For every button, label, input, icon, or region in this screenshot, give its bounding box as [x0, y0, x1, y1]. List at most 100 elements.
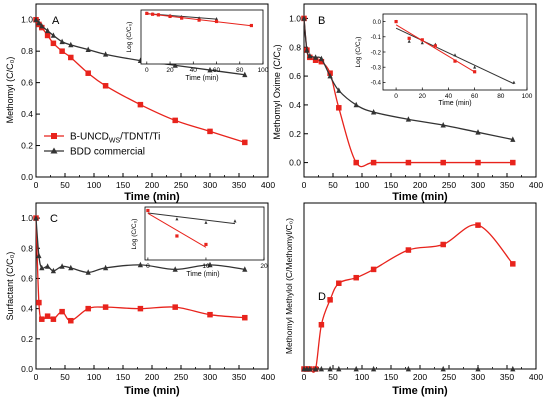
data-point-bdd [33, 16, 39, 23]
panel-letter-c: C [50, 213, 58, 225]
inset-point-bunc [146, 208, 150, 213]
x-tick-label: 300 [203, 372, 217, 382]
inset-point-bdd [473, 65, 477, 69]
data-point-bunc [102, 83, 109, 89]
data-point-bdd [370, 365, 377, 372]
data-point-bdd [44, 27, 51, 34]
data-point-bdd [336, 365, 342, 372]
data-point-bdd [307, 52, 313, 59]
data-point-bdd [318, 55, 325, 62]
legend-label-bunc-part1: B-UNCD [70, 132, 109, 143]
data-point-bunc [327, 297, 333, 303]
data-point-bdd [318, 365, 325, 372]
inset-point-bunc [394, 20, 398, 24]
inset-b: 0 20 40 60 80 100 0.0 -0.1 -0.2 -0.3 -0.4 Time (m… [355, 13, 533, 107]
inset-x-tick-label: 80 [497, 93, 505, 100]
inset-x-tick-label: 0 [145, 67, 149, 74]
data-point-bdd [242, 266, 248, 272]
inset-y-tick-label: -0.4 [371, 81, 382, 87]
data-point-bdd [59, 38, 65, 45]
data-point-bunc [50, 316, 57, 322]
data-point-bdd [207, 66, 213, 73]
legend-label-bunc: B-UNCDWS/TDNT/Ti [70, 132, 160, 145]
inset-point-bunc [433, 44, 437, 48]
data-point-bunc [510, 261, 516, 267]
y-axis-label-c: Surfactant (C/C₀) [5, 252, 15, 321]
y-tick-label: 0.0 [21, 172, 33, 182]
legend-marker-square [51, 133, 57, 139]
data-point-bunc [440, 159, 446, 166]
x-axis-label-c: Time (min) [124, 385, 180, 397]
data-point-bunc [85, 70, 91, 76]
data-point-bdd [327, 72, 333, 79]
inset-frame-b [382, 13, 528, 91]
x-tick-label: 50 [60, 180, 70, 190]
inset-point-bdd [453, 53, 457, 57]
data-point-bunc [318, 321, 325, 328]
inset-point-bdd [512, 80, 516, 84]
inset-point-bunc [151, 12, 155, 16]
data-point-bdd [36, 252, 42, 259]
x-tick-label: 200 [145, 180, 159, 190]
y-tick-label: 0.0 [289, 158, 301, 168]
data-point-bdd [33, 214, 39, 221]
y-tick-label: 0.0 [21, 364, 33, 374]
data-point-bdd [405, 365, 412, 372]
inset-fit-line-bunc [147, 212, 207, 248]
data-point-bunc [242, 314, 248, 321]
x-tick-label: 400 [261, 180, 275, 190]
data-point-bunc [207, 311, 213, 318]
inset-point-bdd [215, 16, 219, 21]
inset-point-bdd [204, 220, 208, 224]
data-point-bunc [475, 222, 481, 228]
x-tick-label: 50 [60, 372, 70, 382]
y-tick-label: 0.8 [21, 243, 33, 253]
data-point-bunc [137, 101, 144, 108]
inset-x-tick-label: 0 [146, 263, 150, 270]
inset-c: 0 10 20 Time (min) Log (C/C₀) [131, 206, 268, 278]
data-point-bdd [50, 267, 57, 274]
inset-point-bunc [204, 242, 208, 247]
x-tick-label: 50 [328, 372, 338, 382]
y-tick-label: 0.2 [289, 129, 301, 139]
data-point-bdd [172, 62, 178, 68]
inset-x-tick-label: 20 [419, 93, 427, 100]
x-tick-label: 150 [116, 372, 130, 382]
inset-point-bdd [233, 219, 237, 223]
x-axis-label-b: Time (min) [392, 191, 448, 203]
y-tick-label: 0.4 [21, 109, 33, 119]
inset-point-bunc [156, 13, 161, 17]
data-point-bdd [510, 136, 516, 142]
panel-letter-b: B [318, 15, 325, 27]
data-point-bdd [172, 266, 178, 272]
x-tick-label: 200 [413, 372, 427, 382]
inset-point-bunc [420, 38, 424, 42]
inset-y-label-a: Log (C/C₀) [126, 22, 133, 53]
data-point-bunc [207, 128, 213, 135]
y-tick-label: 0.6 [289, 71, 301, 81]
data-point-bdd [59, 263, 65, 269]
data-point-bdd [440, 365, 446, 372]
x-tick-label: 150 [384, 372, 398, 382]
y-tick-label: 0.8 [21, 46, 33, 56]
data-point-bunc [36, 299, 42, 306]
data-point-bunc [370, 159, 377, 166]
inset-point-bdd [407, 39, 411, 43]
inset-y-tick-label: 0.0 [373, 20, 382, 26]
inset-y-tick-label: -0.2 [371, 50, 382, 56]
data-point-bdd [353, 101, 359, 108]
y-axis-label-d: Methomyl Methylol (C/Methomyl/C₀) [284, 218, 294, 354]
inset-x-tick-label: 100 [258, 67, 269, 74]
panel-b: 0 50 100 150 200 250 300 350 400 0.00.20.40.60.8… [272, 3, 543, 203]
inset-point-bunc [145, 11, 149, 15]
inset-x-tick-label: 60 [471, 93, 479, 100]
y-tick-label: 0.6 [21, 78, 33, 88]
x-tick-label: 300 [203, 180, 217, 190]
x-tick-label: 350 [232, 180, 246, 190]
inset-fit-line-bdd [147, 212, 236, 225]
inset-x-label-b: Time (min) [438, 100, 471, 107]
data-point-bdd [304, 46, 310, 53]
panel-c: 0 50 100 150 200 250 300 350 400 0.00.20.40.60.8… [5, 202, 275, 397]
data-point-bdd [475, 365, 481, 372]
